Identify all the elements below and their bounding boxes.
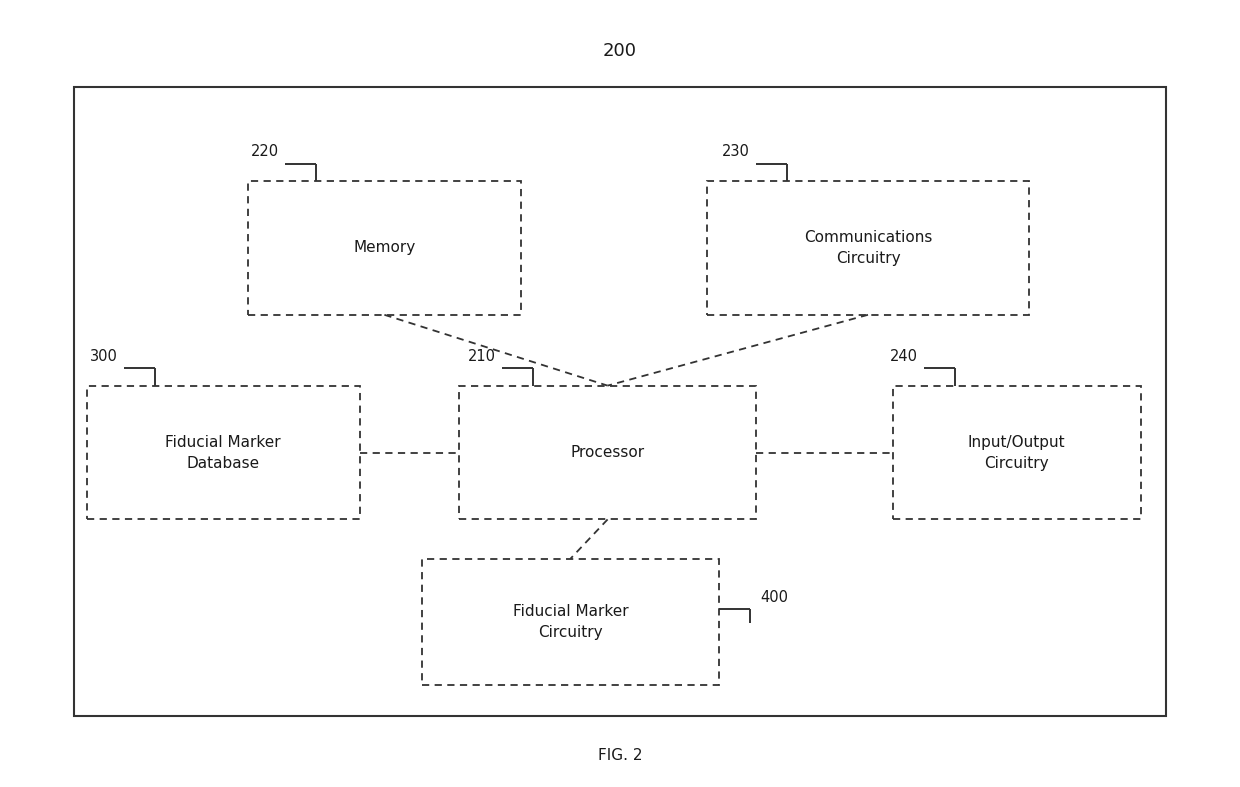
Bar xyxy=(248,181,521,315)
Bar xyxy=(74,87,1166,716)
Text: 200: 200 xyxy=(603,42,637,60)
Text: 300: 300 xyxy=(91,349,118,364)
Text: 230: 230 xyxy=(723,144,750,159)
Bar xyxy=(707,181,1029,315)
Text: Communications
Circuitry: Communications Circuitry xyxy=(804,230,932,266)
Text: Processor: Processor xyxy=(570,445,645,460)
Text: FIG. 2: FIG. 2 xyxy=(598,748,642,763)
Bar xyxy=(87,386,360,519)
Text: 220: 220 xyxy=(250,144,279,159)
Bar xyxy=(459,386,756,519)
Text: 400: 400 xyxy=(760,590,789,605)
Text: Memory: Memory xyxy=(353,240,415,256)
Bar xyxy=(893,386,1141,519)
Text: Input/Output
Circuitry: Input/Output Circuitry xyxy=(968,434,1065,471)
Text: 210: 210 xyxy=(467,349,496,364)
Text: Fiducial Marker
Database: Fiducial Marker Database xyxy=(165,434,281,471)
Bar xyxy=(422,559,719,685)
Text: Fiducial Marker
Circuitry: Fiducial Marker Circuitry xyxy=(512,604,629,640)
Text: 240: 240 xyxy=(889,349,918,364)
